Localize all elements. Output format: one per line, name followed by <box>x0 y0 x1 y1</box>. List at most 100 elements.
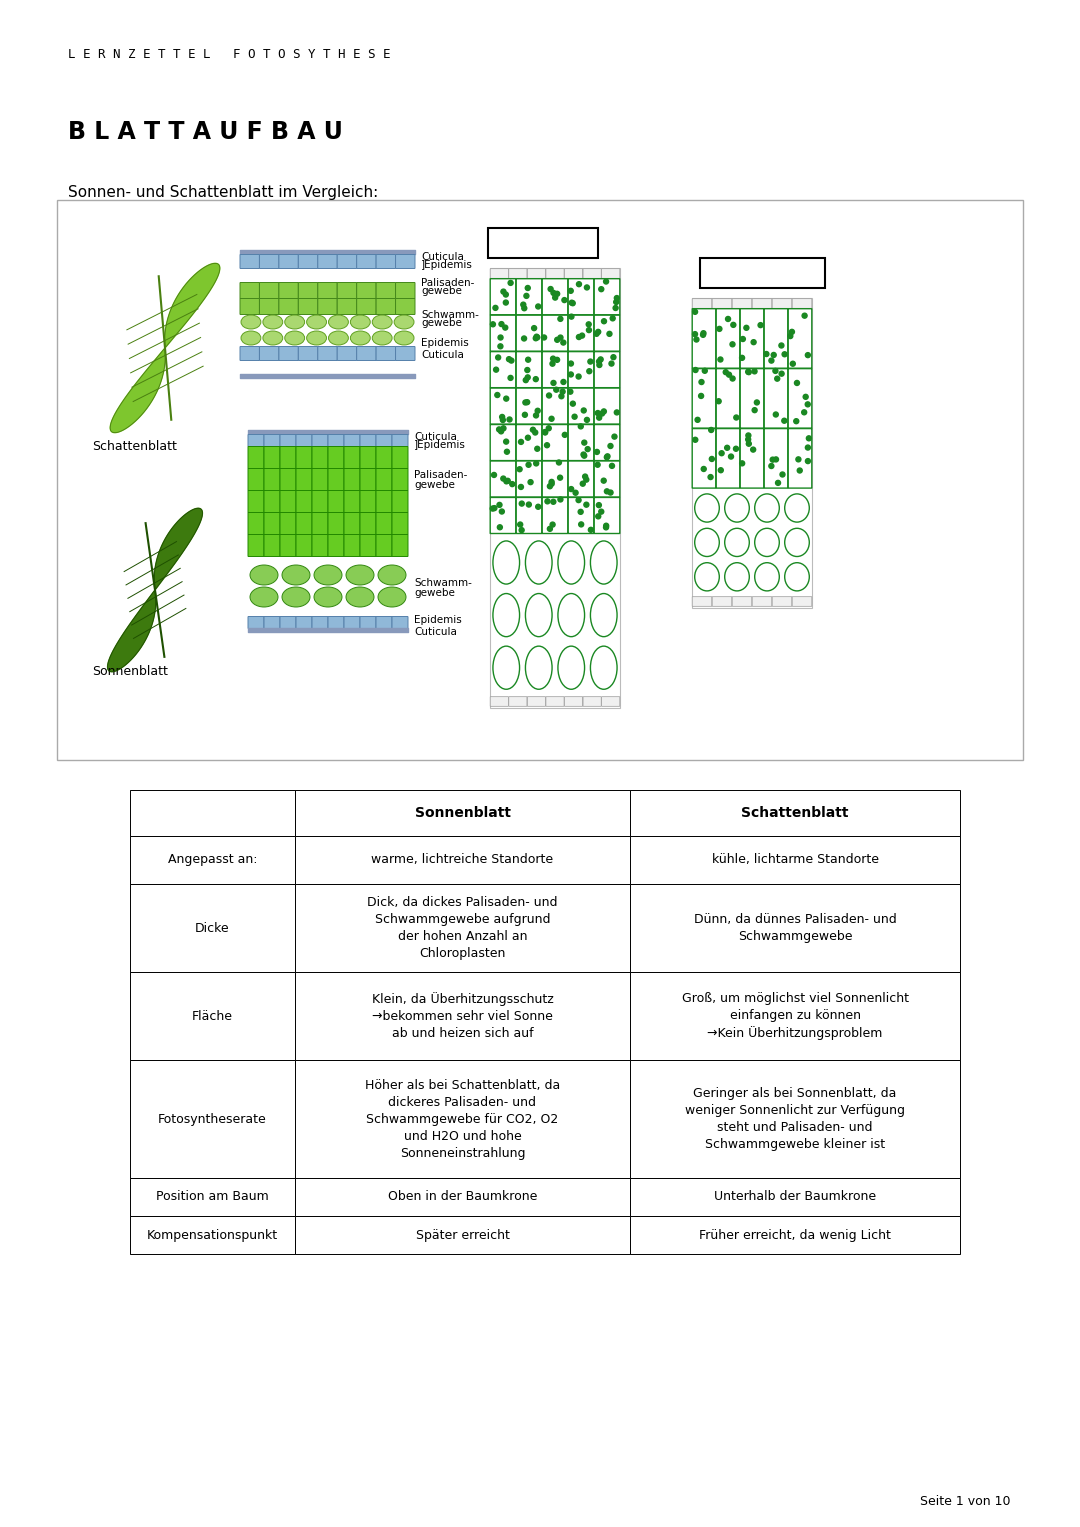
Circle shape <box>604 524 609 528</box>
Circle shape <box>584 502 589 507</box>
Circle shape <box>525 374 530 380</box>
Circle shape <box>692 331 698 336</box>
Circle shape <box>510 481 515 487</box>
Circle shape <box>794 418 799 423</box>
Ellipse shape <box>378 586 406 608</box>
Circle shape <box>570 402 576 406</box>
Circle shape <box>745 437 751 441</box>
Circle shape <box>596 359 602 363</box>
Bar <box>630 884 960 973</box>
FancyBboxPatch shape <box>248 446 264 469</box>
Circle shape <box>615 409 619 415</box>
Circle shape <box>758 322 764 328</box>
FancyBboxPatch shape <box>716 368 740 428</box>
Circle shape <box>549 479 554 484</box>
Circle shape <box>503 395 509 402</box>
Circle shape <box>730 376 735 382</box>
Ellipse shape <box>558 646 584 689</box>
Text: Später erreicht: Später erreicht <box>416 1229 510 1241</box>
Circle shape <box>733 415 739 420</box>
FancyBboxPatch shape <box>793 299 812 308</box>
FancyBboxPatch shape <box>542 461 568 498</box>
Circle shape <box>729 454 733 460</box>
Circle shape <box>563 432 567 437</box>
Text: Epidemis: Epidemis <box>414 615 462 625</box>
Circle shape <box>605 455 609 460</box>
Circle shape <box>503 292 509 298</box>
FancyBboxPatch shape <box>594 498 620 533</box>
Circle shape <box>555 357 559 362</box>
FancyBboxPatch shape <box>280 490 296 513</box>
Circle shape <box>609 360 615 366</box>
FancyBboxPatch shape <box>542 425 568 461</box>
Circle shape <box>499 322 504 327</box>
Circle shape <box>522 305 527 312</box>
Text: Sonnenblatt: Sonnenblatt <box>415 806 511 820</box>
Circle shape <box>561 379 566 385</box>
Circle shape <box>795 380 799 385</box>
Circle shape <box>585 446 590 452</box>
FancyBboxPatch shape <box>490 461 516 498</box>
FancyBboxPatch shape <box>765 308 787 368</box>
FancyBboxPatch shape <box>376 298 395 315</box>
FancyBboxPatch shape <box>328 469 345 490</box>
Ellipse shape <box>241 331 261 345</box>
Circle shape <box>716 399 721 403</box>
Text: Groß, um möglichst viel Sonnenlicht
einfangen zu können
→Kein Überhitzungsproble: Groß, um möglichst viel Sonnenlicht einf… <box>681 993 908 1040</box>
Text: Schwamm-: Schwamm- <box>421 310 478 321</box>
Circle shape <box>507 417 512 421</box>
Bar <box>630 1177 960 1215</box>
Circle shape <box>708 475 713 479</box>
FancyBboxPatch shape <box>527 696 545 707</box>
FancyBboxPatch shape <box>296 534 312 556</box>
Circle shape <box>519 528 524 533</box>
Circle shape <box>501 476 505 481</box>
Ellipse shape <box>785 493 809 522</box>
Circle shape <box>775 481 781 486</box>
FancyBboxPatch shape <box>312 490 328 513</box>
FancyBboxPatch shape <box>298 298 318 315</box>
Ellipse shape <box>492 594 519 637</box>
FancyBboxPatch shape <box>542 498 568 533</box>
FancyBboxPatch shape <box>360 617 376 629</box>
Circle shape <box>584 417 590 423</box>
Circle shape <box>526 357 530 362</box>
Circle shape <box>534 461 539 466</box>
Circle shape <box>771 353 777 357</box>
FancyBboxPatch shape <box>312 534 328 556</box>
Circle shape <box>549 417 554 421</box>
FancyBboxPatch shape <box>565 269 582 278</box>
FancyBboxPatch shape <box>716 308 740 368</box>
FancyBboxPatch shape <box>527 269 545 278</box>
Polygon shape <box>108 508 202 672</box>
Ellipse shape <box>285 315 305 328</box>
FancyBboxPatch shape <box>264 435 280 446</box>
FancyBboxPatch shape <box>280 617 296 629</box>
Bar <box>488 228 598 258</box>
Text: ]Epidemis: ]Epidemis <box>421 260 473 270</box>
Circle shape <box>568 289 573 293</box>
Circle shape <box>500 414 504 420</box>
Ellipse shape <box>262 331 283 345</box>
Circle shape <box>582 454 586 458</box>
Circle shape <box>796 457 801 461</box>
Circle shape <box>542 429 548 435</box>
Circle shape <box>801 409 807 415</box>
Circle shape <box>782 418 787 423</box>
Text: Seite 1 von 10: Seite 1 von 10 <box>919 1495 1010 1509</box>
Text: Cuticula: Cuticula <box>421 350 464 360</box>
Ellipse shape <box>591 594 617 637</box>
Circle shape <box>526 502 531 507</box>
Bar <box>295 1215 630 1254</box>
Circle shape <box>605 454 610 458</box>
Circle shape <box>517 522 523 527</box>
Circle shape <box>699 380 704 385</box>
Circle shape <box>555 337 559 342</box>
Ellipse shape <box>373 331 392 345</box>
Bar <box>295 884 630 973</box>
FancyBboxPatch shape <box>376 347 395 360</box>
FancyBboxPatch shape <box>752 597 772 606</box>
Circle shape <box>523 400 528 405</box>
Text: Fläche: Fläche <box>192 1009 233 1023</box>
FancyBboxPatch shape <box>298 282 318 298</box>
